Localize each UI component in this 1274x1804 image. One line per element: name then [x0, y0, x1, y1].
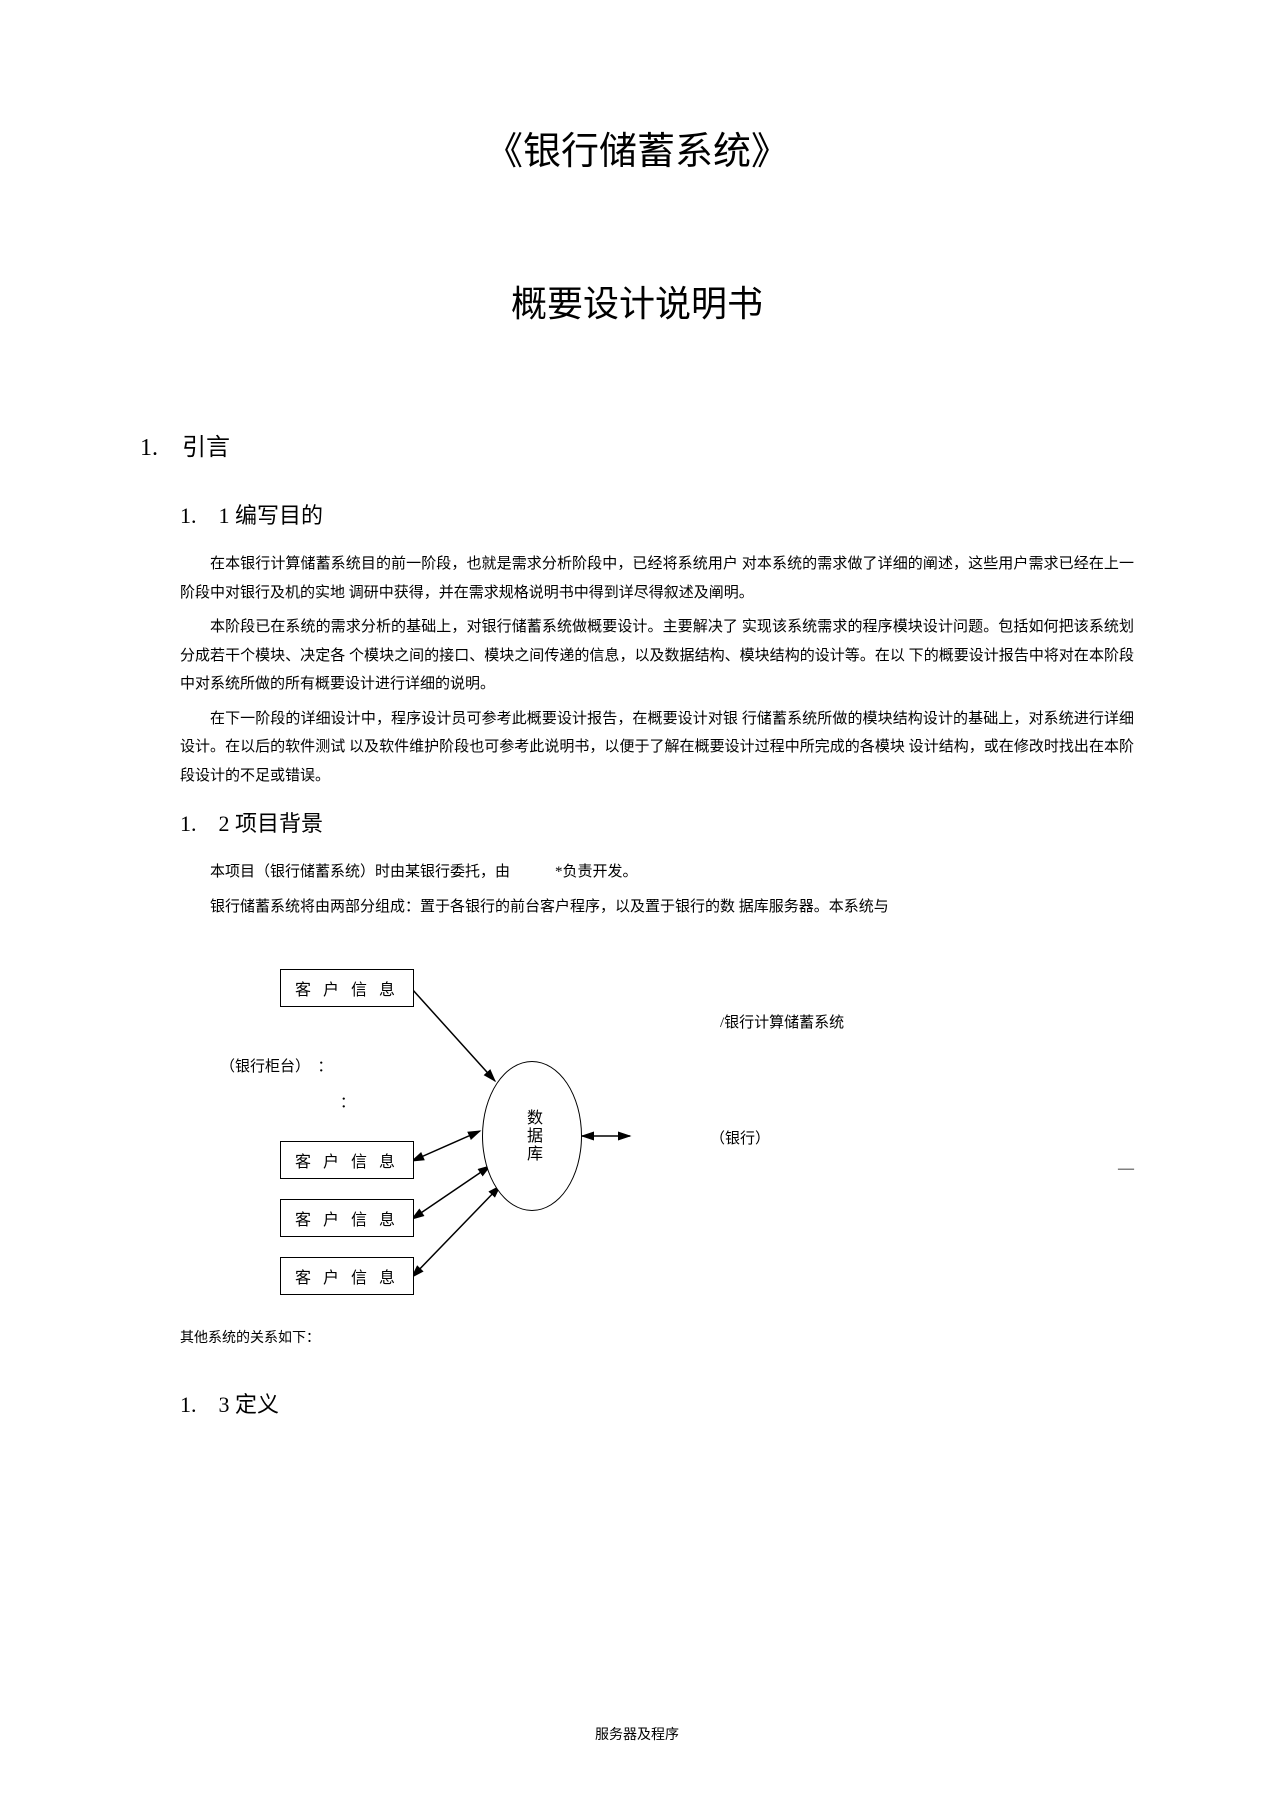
document-subtitle: 概要设计说明书: [140, 275, 1134, 327]
document-title: 《银行储蓄系统》: [140, 120, 1134, 175]
paragraph: 在下一阶段的详细设计中，程序设计员可参考此概要设计报告，在概要设计对银 行储蓄系…: [180, 705, 1134, 791]
section-1-3-heading: 1. 3 定义: [180, 1387, 1134, 1419]
label-system: /银行计算储蓄系统: [720, 1011, 844, 1032]
dash-mark: —: [1118, 1160, 1134, 1178]
label-colon: ：: [340, 1091, 355, 1112]
label-bank: （银行）: [710, 1127, 770, 1148]
node-client-1: 客 户 信 息: [280, 969, 414, 1007]
node-database: 数据库: [482, 1061, 582, 1211]
diagram-footer: 其他系统的关系如下：: [180, 1327, 1134, 1347]
page-footer-text: 服务器及程序: [595, 1724, 679, 1744]
node-client-4: 客 户 信 息: [280, 1257, 414, 1295]
paragraph: 银行储蓄系统将由两部分组成：置于各银行的前台客户程序，以及置于银行的数 据库服务…: [180, 893, 1134, 922]
system-diagram: 客 户 信 息 客 户 信 息 客 户 信 息 客 户 信 息 数据库 （银行柜…: [200, 951, 1060, 1311]
node-client-2: 客 户 信 息: [280, 1141, 414, 1179]
node-client-3: 客 户 信 息: [280, 1199, 414, 1237]
section-1-2-heading: 1. 2 项目背景: [180, 806, 1134, 838]
node-database-label: 数据库: [520, 1109, 544, 1163]
paragraph: 在本银行计算储蓄系统目的前一阶段，也就是需求分析阶段中，已经将系统用户 对本系统…: [180, 550, 1134, 607]
label-bank-counter: （银行柜台） ：: [220, 1055, 333, 1076]
paragraph: 本阶段已在系统的需求分析的基础上，对银行储蓄系统做概要设计。主要解决了 实现该系…: [180, 613, 1134, 699]
section-1-1-heading: 1. 1 编写目的: [180, 498, 1134, 530]
paragraph: 本项目（银行储蓄系统）时由某银行委托，由 *负责开发。: [180, 858, 1134, 887]
section-1-heading: 1. 引言: [140, 427, 1134, 462]
